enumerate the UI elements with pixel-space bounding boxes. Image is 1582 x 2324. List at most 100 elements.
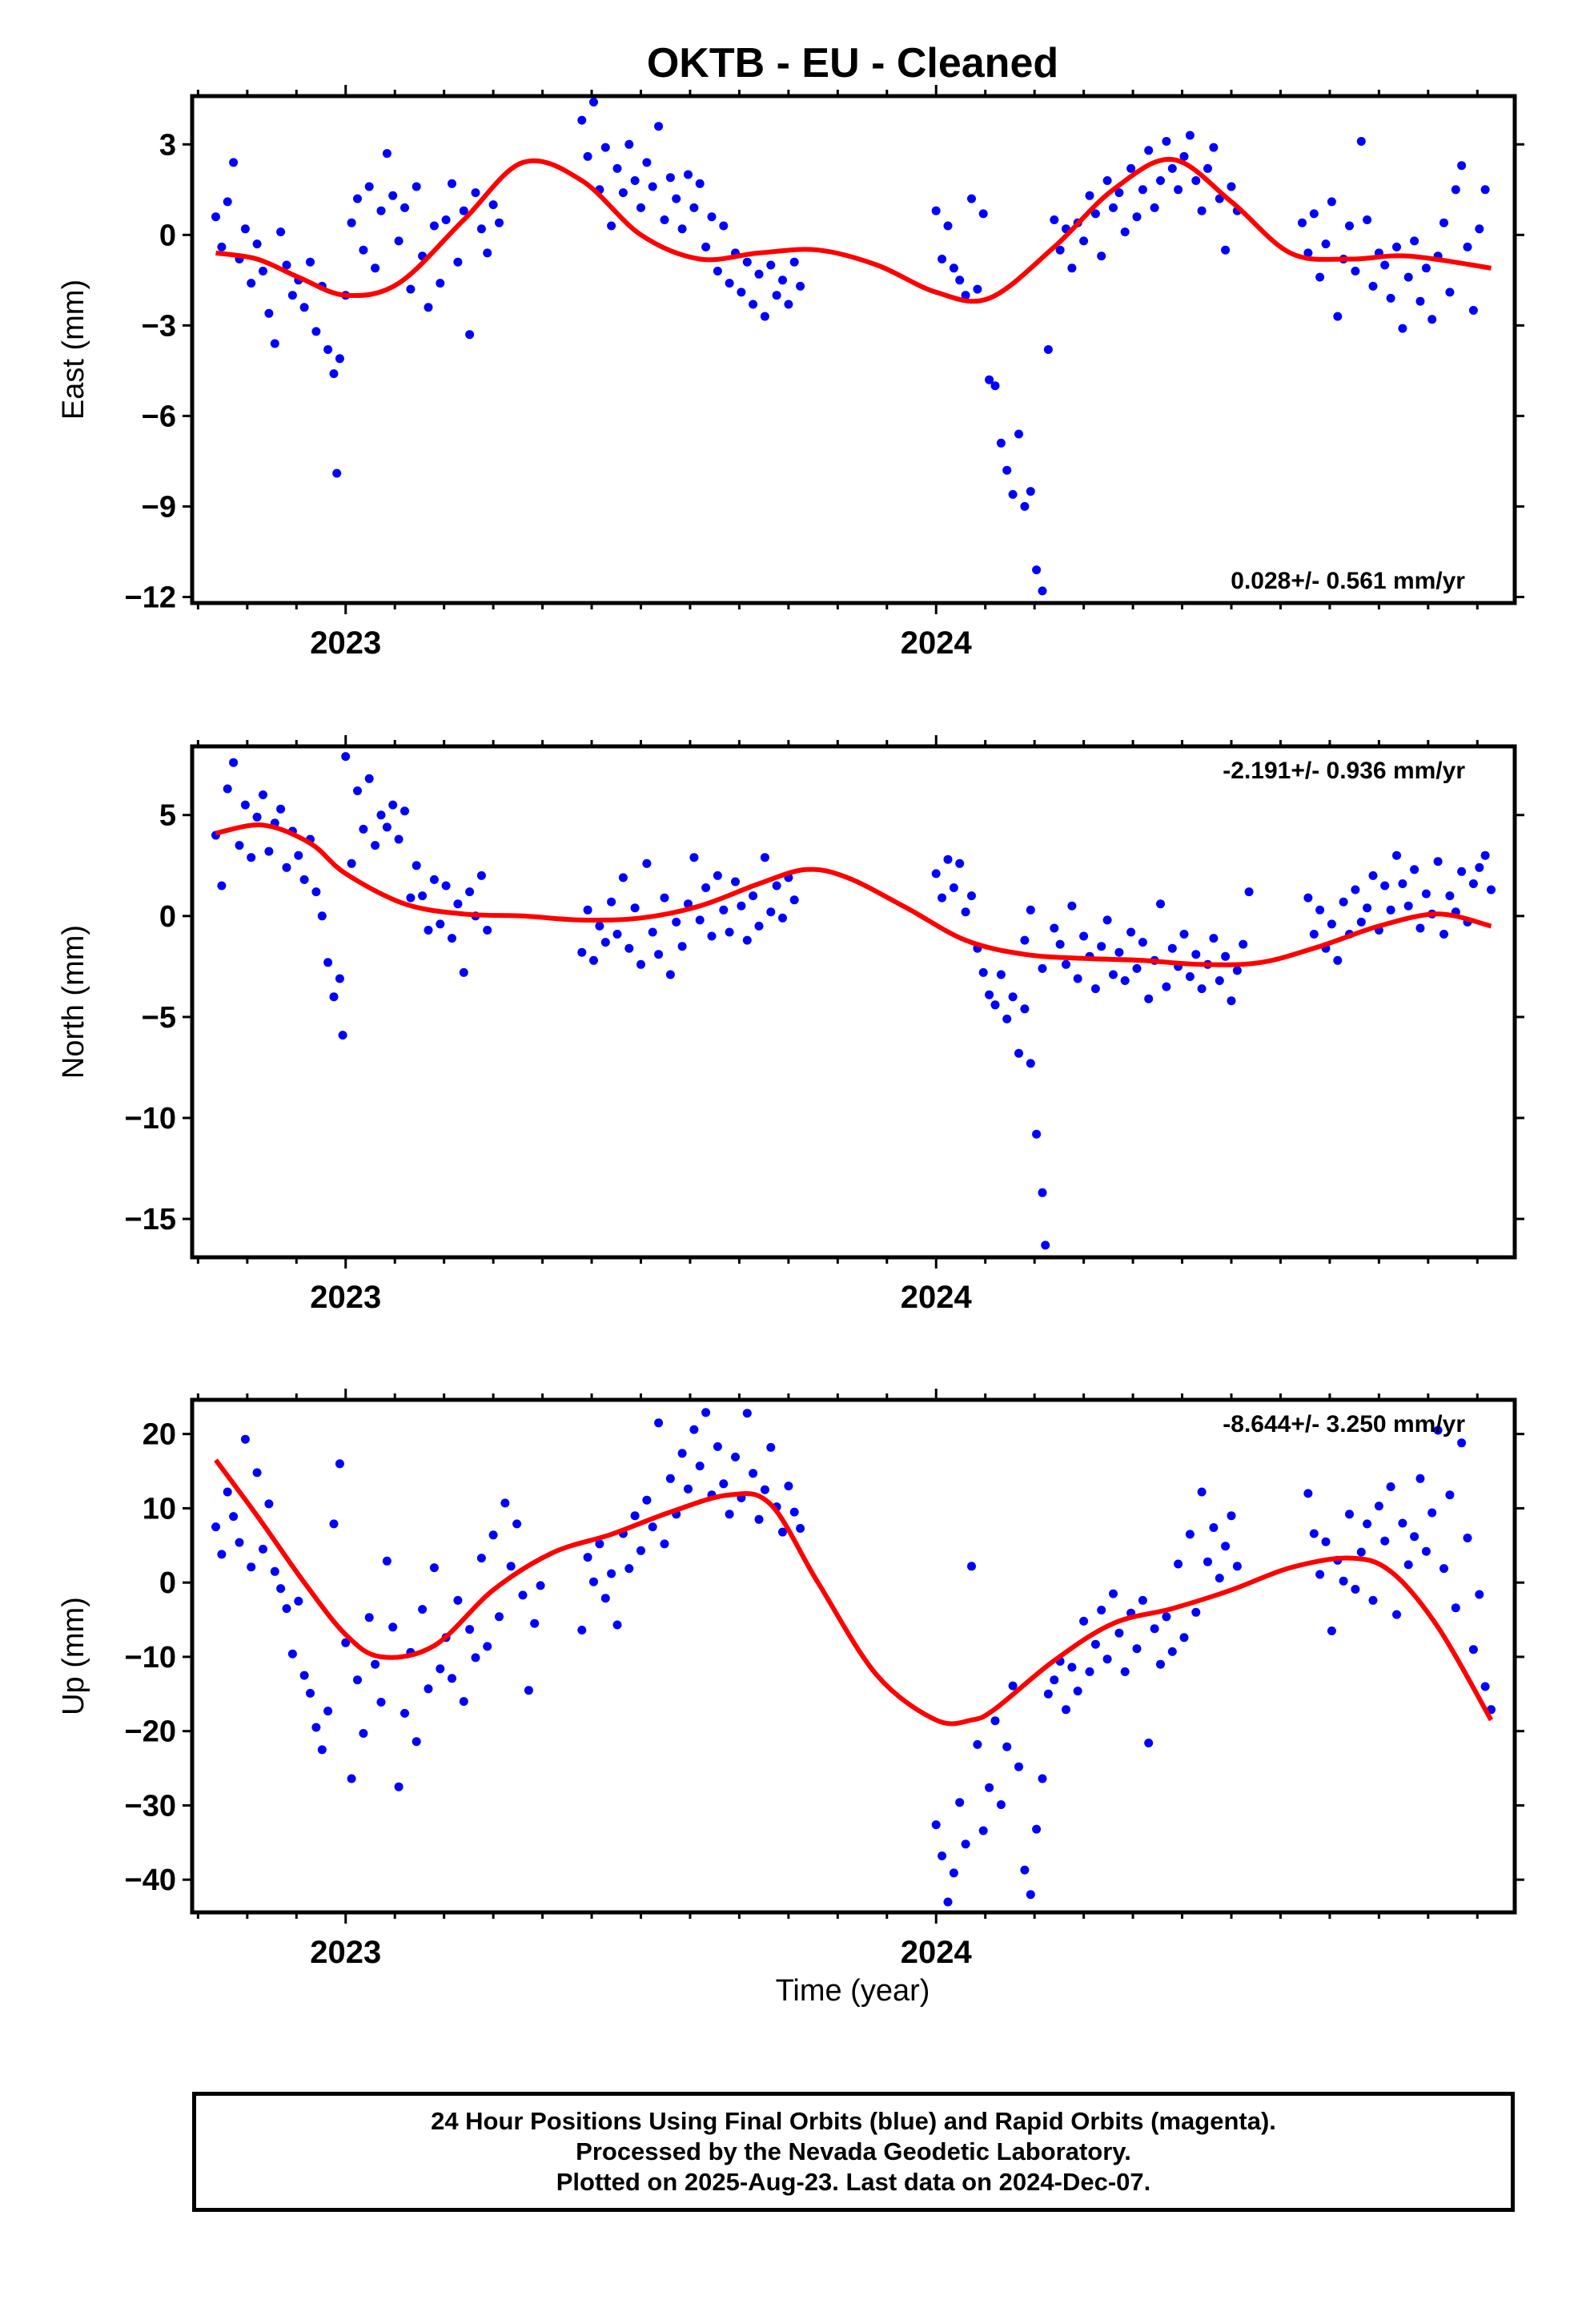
y-tick-label: 0 [159, 219, 176, 252]
data-point [589, 955, 598, 965]
data-point [394, 236, 404, 246]
data-point [1073, 974, 1082, 983]
data-point [1109, 1589, 1118, 1598]
data-point [973, 284, 982, 294]
data-point [1156, 1659, 1165, 1669]
data-point [600, 1594, 610, 1603]
data-point [1475, 862, 1484, 872]
data-point [1026, 487, 1035, 497]
data-point [317, 1745, 327, 1755]
data-point [595, 1539, 604, 1549]
data-point [695, 915, 705, 925]
data-point [1457, 1438, 1467, 1448]
data-point [1090, 209, 1100, 219]
data-point [583, 151, 592, 161]
east-fit-line [215, 157, 1492, 304]
data-point [323, 958, 333, 967]
data-point [259, 1544, 267, 1554]
data-point [465, 887, 475, 897]
data-point [742, 1409, 752, 1418]
data-point [306, 257, 315, 267]
data-point [376, 206, 386, 215]
data-point [1380, 881, 1390, 891]
rate-annotation: -2.191+/- 0.936 mm/yr [1223, 758, 1465, 784]
data-point [789, 257, 799, 267]
data-point [754, 1514, 764, 1524]
data-point [760, 1485, 769, 1494]
data-point [1120, 976, 1130, 985]
data-point [294, 850, 303, 860]
data-point [1439, 930, 1448, 939]
data-point [1363, 215, 1372, 224]
data-point [612, 163, 622, 173]
data-point [1191, 176, 1201, 185]
data-point [1232, 966, 1242, 975]
data-point [1191, 1607, 1201, 1617]
data-point [1315, 905, 1325, 915]
data-point [796, 1524, 805, 1533]
data-point [1321, 1537, 1331, 1546]
data-point [955, 858, 965, 868]
data-point [1386, 293, 1395, 303]
data-point [353, 1675, 362, 1685]
caption-box: 24 Hour Positions Using Final Orbits (bl… [192, 2092, 1515, 2212]
data-point [1026, 905, 1035, 915]
data-point [347, 1774, 356, 1783]
data-point [607, 897, 616, 907]
data-point [1356, 137, 1366, 146]
data-point [353, 194, 362, 203]
data-point [961, 907, 970, 917]
data-point [323, 1707, 333, 1716]
data-point [1002, 465, 1012, 475]
data-point [1185, 972, 1195, 981]
data-point [483, 1642, 492, 1651]
data-point [1315, 272, 1325, 282]
data-point [636, 959, 645, 969]
data-point [1008, 992, 1018, 1002]
data-point [471, 1653, 480, 1663]
data-point [618, 188, 628, 198]
data-point [719, 221, 729, 231]
data-point [1309, 1529, 1319, 1538]
data-point [495, 218, 504, 227]
data-point [1445, 891, 1455, 901]
data-point [276, 804, 286, 814]
y-tick-label: −15 [125, 1203, 176, 1236]
data-point [713, 870, 722, 880]
data-point [1008, 489, 1018, 499]
data-point [495, 1612, 504, 1622]
data-point [1162, 982, 1171, 991]
data-point [577, 947, 587, 957]
data-point [642, 158, 652, 167]
data-point [1132, 212, 1142, 222]
data-point [943, 221, 953, 231]
data-point [677, 1449, 687, 1458]
data-point [701, 883, 711, 892]
data-point [518, 1590, 528, 1600]
data-point [1162, 1612, 1171, 1622]
data-point [1445, 287, 1455, 297]
rate-annotation: -8.644+/- 3.250 mm/yr [1223, 1411, 1465, 1437]
data-point [684, 170, 693, 179]
data-point [1038, 963, 1047, 973]
data-point [1179, 1633, 1189, 1642]
data-point [1026, 1890, 1035, 1900]
data-point [240, 1434, 250, 1444]
data-point [448, 179, 456, 188]
data-point [1079, 931, 1089, 941]
x-tick-label: 2023 [310, 625, 381, 661]
data-point [1038, 1188, 1047, 1197]
y-tick-label: 3 [159, 128, 176, 162]
data-point [371, 1659, 380, 1669]
data-point [282, 260, 291, 270]
y-axis-label: Up (mm) [57, 1597, 90, 1715]
data-point [217, 242, 227, 251]
y-tick-label: −3 [142, 309, 176, 343]
data-point [311, 887, 321, 897]
data-point [642, 858, 652, 868]
data-point [784, 1482, 793, 1491]
data-point [1356, 1547, 1366, 1557]
data-point [1368, 281, 1378, 291]
data-point [500, 1498, 510, 1508]
data-point [418, 1605, 428, 1614]
